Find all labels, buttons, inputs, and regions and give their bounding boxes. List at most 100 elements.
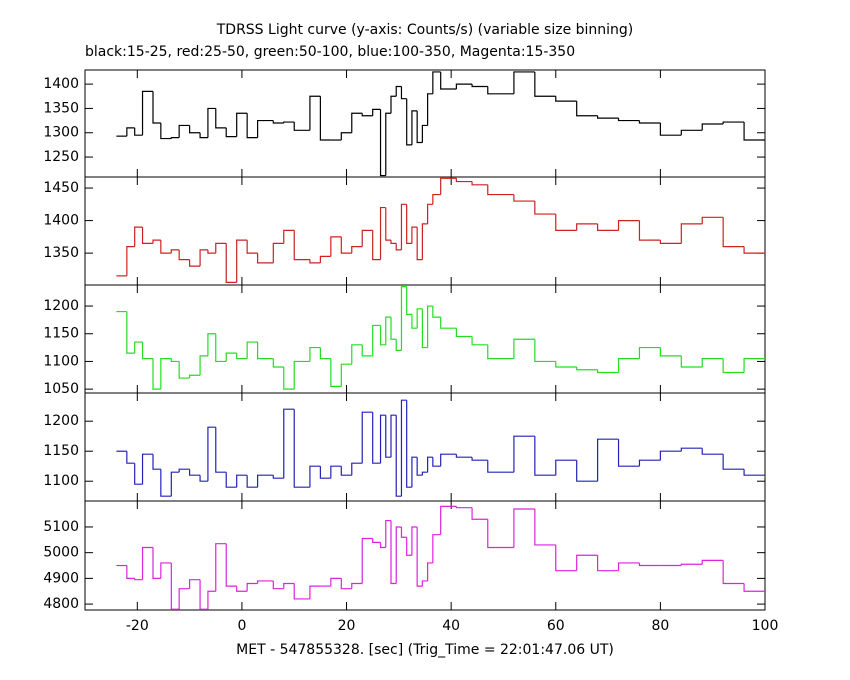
step-segment [189, 374, 201, 379]
step-segment [272, 120, 284, 124]
step-segment [390, 95, 397, 114]
step-segment [440, 71, 457, 90]
step-segment [215, 242, 227, 254]
panel-frame [84, 69, 766, 178]
step-segment [189, 259, 201, 267]
step-segment [576, 101, 598, 117]
step-segment [400, 526, 407, 538]
step-segment [471, 457, 488, 461]
step-segment [427, 456, 433, 473]
step-segment [340, 466, 352, 476]
step-segment [385, 415, 391, 458]
step-segment [379, 414, 386, 464]
step-segment [487, 184, 514, 196]
step-segment [160, 562, 172, 579]
step-segment [487, 460, 514, 473]
step-segment [215, 427, 227, 473]
step-segment [225, 472, 237, 488]
step-segment [152, 547, 161, 579]
step-segment [207, 249, 216, 254]
step-segment [246, 582, 258, 592]
step-segment [126, 451, 135, 464]
step-segment [361, 229, 373, 247]
step-segment [680, 223, 703, 244]
step-segment [199, 355, 208, 376]
step-segment [134, 226, 143, 247]
step-segment [400, 86, 407, 100]
y-tick-label: 1200 [43, 298, 79, 314]
step-segment [701, 123, 724, 131]
step-segment [199, 249, 208, 267]
step-segment [722, 217, 745, 248]
step-segment [199, 475, 208, 482]
step-segment [421, 471, 428, 476]
step-segment [293, 409, 310, 488]
step-segment [411, 456, 418, 488]
step-segment [701, 448, 724, 455]
step-segment [743, 469, 765, 476]
step-segment [134, 578, 143, 581]
step-segment [319, 466, 331, 479]
step-segment [225, 243, 237, 283]
step-segment [330, 358, 342, 387]
step-segment [534, 71, 556, 97]
step-segment [293, 122, 310, 131]
step-segment [743, 122, 765, 141]
step-segment [680, 447, 703, 452]
step-segment [178, 249, 190, 261]
step-segment [257, 342, 274, 360]
step-segment [379, 109, 386, 177]
step-segment [351, 462, 363, 476]
step-segment [372, 324, 381, 356]
step-segment [421, 308, 428, 349]
step-segment [617, 562, 640, 571]
step-segment [178, 361, 190, 379]
step-segment [680, 563, 703, 566]
y-tick-label: 1350 [43, 100, 79, 116]
step-segment [379, 206, 386, 260]
step-segment [555, 544, 577, 572]
step-segment [395, 415, 402, 497]
x-tick-label: 40 [442, 618, 460, 634]
step-segment [617, 219, 640, 231]
step-segment [427, 562, 433, 581]
step-segment [406, 204, 412, 244]
y-tick-label: 5100 [43, 519, 79, 535]
step-segment [743, 358, 765, 373]
step-segment [330, 465, 342, 479]
step-segment [440, 453, 457, 467]
step-segment [432, 534, 441, 563]
step-segment [513, 508, 535, 548]
step-segment [617, 358, 640, 373]
step-segment [440, 177, 457, 195]
x-tick-label: -20 [126, 618, 149, 634]
step-segment [351, 112, 363, 133]
step-segment [416, 457, 423, 476]
step-segment [340, 236, 352, 254]
step-segment [257, 119, 274, 138]
step-segment [189, 579, 201, 589]
step-segment [309, 95, 321, 131]
step-segment [513, 71, 535, 94]
step-segment [372, 230, 381, 261]
step-segment [701, 358, 724, 367]
y-tick-label: 1250 [43, 149, 79, 165]
step-segment [390, 317, 397, 340]
chart-subtitle: black:15-25, red:25-50, green:50-100, bl… [85, 44, 575, 60]
step-segment [722, 121, 745, 124]
x-tick-label: 60 [547, 618, 565, 634]
step-segment [406, 286, 412, 315]
step-segment [283, 229, 295, 244]
step-segment [340, 363, 352, 387]
step-segment [372, 538, 381, 543]
step-segment [513, 338, 535, 359]
step-segment [395, 243, 402, 251]
step-segment [236, 239, 248, 283]
step-segment [215, 543, 227, 592]
step-segment [141, 342, 153, 360]
step-segment [170, 249, 180, 254]
step-segment [141, 90, 153, 136]
step-segment [215, 333, 227, 363]
step-segment [638, 562, 661, 567]
